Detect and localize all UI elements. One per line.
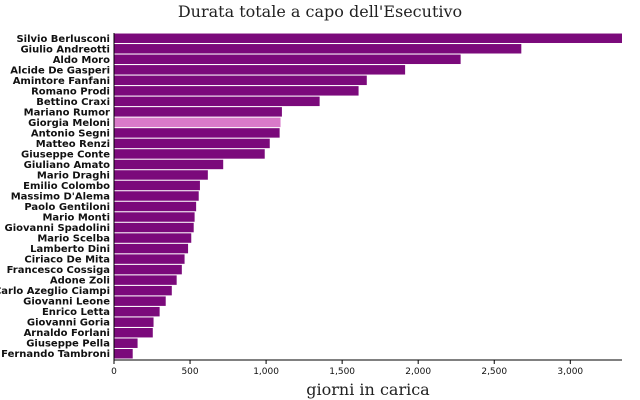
category-label-carlo-azeglio-ciampi: Carlo Azeglio Ciampi bbox=[0, 286, 110, 297]
category-label-alcide-de-gasperi: Alcide De Gasperi bbox=[10, 65, 110, 76]
category-label-emilio-colombo: Emilio Colombo bbox=[23, 181, 110, 192]
bar-silvio-berlusconi bbox=[114, 33, 622, 43]
x-tick-label-2500: 2,500 bbox=[481, 367, 507, 377]
category-label-silvio-berlusconi: Silvio Berlusconi bbox=[16, 34, 110, 45]
category-label-mario-scelba: Mario Scelba bbox=[37, 234, 110, 245]
category-label-giovanni-spadolini: Giovanni Spadolini bbox=[5, 223, 110, 234]
category-label-ciriaco-de-mita: Ciriaco De Mita bbox=[24, 255, 110, 266]
bar-giuseppe-pella bbox=[114, 338, 138, 348]
x-tick-label-2000: 2,000 bbox=[405, 367, 431, 377]
category-label-mario-monti: Mario Monti bbox=[42, 213, 110, 224]
bar-matteo-renzi bbox=[114, 138, 270, 149]
bar-giuliano-amato bbox=[114, 159, 224, 170]
bar-francesco-cossiga bbox=[114, 264, 182, 275]
category-label-giuseppe-pella: Giuseppe Pella bbox=[26, 339, 110, 350]
bar-emilio-colombo bbox=[114, 180, 200, 191]
category-label-mariano-rumor: Mariano Rumor bbox=[24, 107, 110, 118]
bar-antonio-segni bbox=[114, 128, 280, 138]
bar-mario-monti bbox=[114, 212, 195, 222]
bar-giulio-andreotti bbox=[114, 44, 522, 54]
category-label-aldo-moro: Aldo Moro bbox=[53, 55, 110, 66]
category-label-giulio-andreotti: Giulio Andreotti bbox=[20, 44, 110, 55]
bar-fernando-tambroni bbox=[114, 349, 133, 359]
x-tick-label-0: 0 bbox=[111, 367, 117, 377]
bar-romano-prodi bbox=[114, 86, 359, 96]
bar-aldo-moro bbox=[114, 54, 461, 65]
bar-bettino-craxi bbox=[114, 96, 320, 107]
bar-lamberto-dini bbox=[114, 243, 189, 254]
bar-mario-draghi bbox=[114, 170, 208, 180]
bar-alcide-de-gasperi bbox=[114, 65, 406, 75]
category-label-romano-prodi: Romano Prodi bbox=[31, 86, 110, 97]
bars-group bbox=[114, 33, 622, 359]
bar-mariano-rumor bbox=[114, 107, 282, 117]
category-label-mario-draghi: Mario Draghi bbox=[37, 170, 110, 181]
bar-carlo-azeglio-ciampi bbox=[114, 285, 172, 296]
category-label-amintore-fanfani: Amintore Fanfani bbox=[13, 76, 110, 87]
bar-giovanni-leone bbox=[114, 296, 166, 306]
category-label-arnaldo-forlani: Arnaldo Forlani bbox=[24, 328, 110, 339]
category-label-matteo-renzi: Matteo Renzi bbox=[36, 139, 110, 150]
category-label-giuliano-amato: Giuliano Amato bbox=[24, 160, 111, 171]
bar-paolo-gentiloni bbox=[114, 201, 197, 212]
bar-massimo-d-alema bbox=[114, 191, 199, 201]
category-label-giuseppe-conte: Giuseppe Conte bbox=[21, 149, 110, 160]
x-axis-ticks: 0 500 1,000 1,500 2,000 2,500 3,000 bbox=[111, 360, 583, 377]
category-label-enrico-letta: Enrico Letta bbox=[42, 307, 110, 318]
bar-enrico-letta bbox=[114, 306, 160, 317]
x-tick-label-500: 500 bbox=[181, 367, 198, 377]
category-label-paolo-gentiloni: Paolo Gentiloni bbox=[24, 202, 110, 213]
bar-giorgia-meloni bbox=[114, 117, 281, 128]
bar-arnaldo-forlani bbox=[114, 327, 153, 338]
category-label-adone-zoli: Adone Zoli bbox=[50, 276, 110, 287]
category-label-giorgia-meloni: Giorgia Meloni bbox=[28, 118, 110, 129]
x-tick-label-1500: 1,500 bbox=[329, 367, 355, 377]
bar-amintore-fanfani bbox=[114, 75, 367, 86]
bar-giuseppe-conte bbox=[114, 149, 265, 159]
x-tick-label-3000: 3,000 bbox=[557, 367, 583, 377]
category-label-giovanni-leone: Giovanni Leone bbox=[23, 297, 110, 308]
category-label-lamberto-dini: Lamberto Dini bbox=[30, 244, 110, 255]
bar-adone-zoli bbox=[114, 275, 177, 285]
category-label-fernando-tambroni: Fernando Tambroni bbox=[1, 349, 110, 360]
category-label-antonio-segni: Antonio Segni bbox=[31, 128, 110, 139]
bar-mario-scelba bbox=[114, 233, 192, 243]
bar-ciriaco-de-mita bbox=[114, 254, 185, 264]
category-label-francesco-cossiga: Francesco Cossiga bbox=[7, 265, 110, 276]
x-tick-label-1000: 1,000 bbox=[253, 367, 279, 377]
category-label-giovanni-goria: Giovanni Goria bbox=[27, 318, 110, 329]
x-axis-label: giorni in carica bbox=[306, 380, 430, 399]
category-label-massimo-d-alema: Massimo D'Alema bbox=[11, 192, 110, 203]
bar-giovanni-spadolini bbox=[114, 222, 194, 233]
category-label-bettino-craxi: Bettino Craxi bbox=[36, 97, 110, 108]
chart-title: Durata totale a capo dell'Esecutivo bbox=[178, 2, 462, 21]
bar-giovanni-goria bbox=[114, 317, 154, 327]
